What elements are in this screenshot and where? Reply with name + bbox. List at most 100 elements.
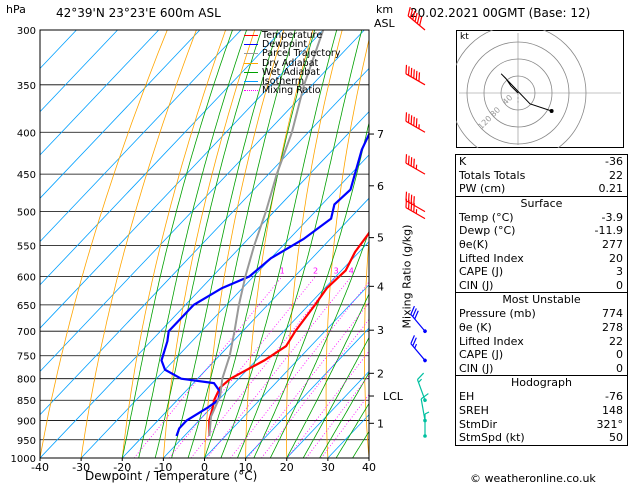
wind-barb [423,411,430,438]
stats-row: EH -76 [456,390,627,404]
mixing-ratio-tick-label: 8 [387,266,392,275]
wet-adiabat-line [269,229,369,458]
stats-value: 50 [609,431,623,445]
stats-label: Temp (°C) [459,210,514,224]
temp-tick-label: 0 [201,461,208,474]
pressure-tick-label: 700 [17,327,36,338]
wind-barb [410,305,427,334]
mixing-ratio-tick-label: 4 [349,266,354,275]
mixing-ratio-line [133,276,283,458]
stats-label: CAPE (J) [459,265,504,279]
datetime-title: 20.02.2021 00GMT (Base: 12) [410,6,591,20]
wind-barb [405,112,426,133]
pressure-tick-label: 900 [17,417,36,428]
wet-adiabat-line [154,30,262,458]
wet-adiabat-line [319,371,369,458]
mixing-ratio-tick-label: 2 [313,266,318,275]
stats-row: K -36 [456,155,627,169]
mixing-ratio-line [230,281,369,458]
stats-label: θe(K) [459,237,489,251]
legend-label: Isotherm [262,76,305,88]
isotherm-line [40,111,369,458]
mixing-ratio-line [261,318,369,458]
legend-label: Parcel Trajectory [262,48,341,60]
mixing-ratio-line [206,276,352,458]
wind-barb [410,335,427,363]
mixing-ratio-line [320,393,369,458]
stats-value: -3.9 [601,210,623,224]
pressure-tick-label: 300 [17,26,36,37]
km-tick-label: 6 [377,180,384,193]
stats-row: Lifted Index 20 [456,252,627,266]
copyright: © weatheronline.co.uk [470,472,596,485]
asl-label: ASL [374,17,395,30]
isotherm-line [40,30,283,286]
wet-adiabat-line [302,336,369,458]
mixing-ratio-line [305,374,369,458]
stats-value: 0 [616,361,623,375]
km-tick-label: 3 [377,324,384,337]
hpa-label: hPa [6,3,26,16]
km-tick-label: 2 [377,367,384,380]
wind-barb [405,64,426,86]
stats-value: 774 [602,307,623,321]
pressure-tick-label: 1000 [11,454,36,465]
pressure-tick-label: 450 [17,170,36,181]
wind-barb [405,154,426,175]
wind-barb [405,198,426,220]
legend-item-dewpoint: Dewpoint [244,40,364,50]
legend-label: Wet Adiabat [262,66,320,78]
isotherm-line [204,284,369,458]
wet-adiabat-line [138,30,247,458]
surface-title: Surface [520,196,563,210]
dry-adiabat-line [286,30,343,458]
stats-row: CAPE (J) 0 [456,348,627,362]
stats-row: CAPE (J) 3 [456,265,627,279]
stats-value: -76 [605,390,623,404]
legend-swatch [244,71,258,73]
temp-tick-label: 40 [362,461,376,474]
pressure-tick-label: 950 [17,436,36,447]
stats-row: θe (K) 278 [456,321,627,335]
most-unstable-title: Most Unstable [502,293,581,307]
dry-adiabat-line [40,30,168,458]
km-tick-label: 4 [377,280,384,293]
mixing-ratio-line [190,276,337,458]
isotherm-line [245,327,369,458]
stats-value: 0 [616,348,623,362]
dry-adiabat-line [121,30,226,458]
stats-label: Totals Totals [459,168,526,182]
legend-item-dry-adiabat: Dry Adiabat [244,58,364,68]
wet-adiabat-line [204,30,316,458]
isotherm-line [40,30,160,156]
wind-barb [420,393,429,423]
isotherm-line [80,154,369,458]
stats-value: 20 [609,251,623,265]
isotherm-line [40,30,118,113]
pressure-tick-label: 500 [17,208,36,219]
pressure-tick-label: 750 [17,352,36,363]
stats-label: Lifted Index [459,334,524,348]
temp-tick-label: 10 [239,461,253,474]
wet-adiabat-line [286,293,369,458]
stats-label: Lifted Index [459,251,524,265]
stats-row: CIN (J) 0 [456,279,627,293]
dry-adiabat-line [163,30,256,458]
stats-label: CIN (J) [459,278,494,292]
wet-adiabat-line [237,30,363,458]
km-tick-label: 1 [377,417,384,430]
stats-value: 277 [602,237,623,251]
x-axis-label: Dewpoint / Temperature (°C) [85,469,258,483]
stats-row: Lifted Index 22 [456,335,627,349]
km-tick-label: 5 [377,232,384,245]
stats-table: K -36 Totals Totals 22 PW (cm) 0.21 Surface T… [455,154,628,446]
km-label: km [376,3,394,16]
dry-adiabat-line [363,234,369,458]
wet-adiabat-line [121,30,233,458]
stats-label: StmDir [459,417,498,431]
legend-swatch [244,62,258,64]
temp-tick-label: -10 [154,461,172,474]
legend-item-wet-adiabat: Wet Adiabat [244,68,364,77]
